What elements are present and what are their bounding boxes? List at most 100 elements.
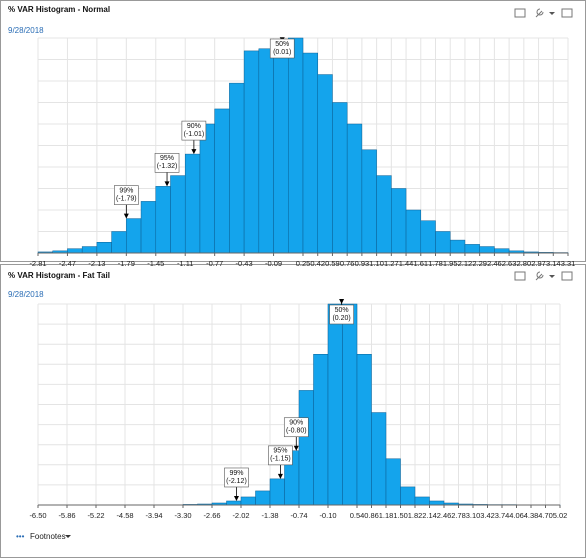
x-tick-label: 1.27: [384, 259, 399, 268]
annotation-value: (-0.80): [286, 428, 307, 435]
annotation-value: (-1.15): [270, 456, 291, 463]
bar: [346, 123, 363, 254]
bar: [243, 50, 260, 254]
bar: [302, 52, 318, 254]
maximize-icon[interactable]: [561, 271, 573, 281]
x-tick-label: -2.47: [59, 259, 76, 268]
x-tick-label: 0.25: [296, 259, 311, 268]
footnotes-button[interactable]: ••• Footnotes: [16, 532, 71, 541]
annotation-value: (0.01): [273, 49, 291, 56]
dropdown[interactable]: [549, 275, 555, 278]
tools-icon[interactable]: [535, 271, 544, 281]
x-tick-label: 2.12: [458, 259, 473, 268]
annotation: 90%(-1.01): [181, 120, 207, 155]
x-tick-label: 2.78: [451, 511, 466, 520]
annotation: 99%(-2.12): [224, 467, 249, 501]
bar: [449, 239, 466, 254]
x-tick-label: 0.54: [350, 511, 365, 520]
x-tick-label: 2.46: [487, 259, 502, 268]
annotation-value: (0.20): [332, 315, 350, 322]
arrow-head: [293, 445, 299, 451]
bar: [255, 490, 271, 506]
x-tick-label: 3.31: [561, 259, 576, 268]
x-tick-label: -5.22: [87, 511, 104, 520]
arrow-head: [277, 473, 283, 479]
x-tick-label: 0.42: [310, 259, 325, 268]
maximize-icon[interactable]: [561, 8, 573, 18]
x-tick-label: -6.50: [29, 511, 46, 520]
x-tick-label: 1.44: [399, 259, 414, 268]
bar: [214, 108, 230, 254]
x-tick-label: 0.76: [340, 259, 355, 268]
chart-subtitle: 9/28/2018: [8, 290, 44, 299]
annotation-box: [269, 38, 295, 59]
bar: [342, 303, 358, 506]
chart-title: % VAR Histogram - Fat Tail: [8, 271, 110, 280]
x-tick-label: 2.29: [472, 259, 487, 268]
bar: [269, 478, 285, 506]
x-tick-label: 3.14: [546, 259, 561, 268]
bar: [327, 303, 343, 506]
x-tick-label: 3.10: [466, 511, 481, 520]
bar: [81, 246, 98, 254]
arrow-head: [339, 299, 345, 304]
arrow-head: [233, 495, 239, 501]
x-tick-label: 1.18: [379, 511, 394, 520]
dropdown[interactable]: [65, 535, 71, 538]
x-tick-label: -3.30: [174, 511, 191, 520]
bar: [240, 496, 256, 506]
annotation-percent: 99%: [229, 470, 243, 477]
x-tick-label: 3.42: [480, 511, 495, 520]
tools-icon[interactable]: [535, 8, 544, 18]
bar: [229, 82, 245, 254]
annotation-box: [114, 185, 139, 205]
bar: [273, 42, 289, 254]
bar: [464, 244, 480, 254]
x-tick-label: 0.86: [364, 511, 379, 520]
x-tick-label: 4.38: [524, 511, 539, 520]
x-tick-label: -0.09: [265, 259, 282, 268]
dots: •••: [16, 532, 25, 541]
bar: [317, 74, 333, 254]
bar: [435, 231, 451, 254]
chart-subtitle: 9/28/2018: [8, 26, 44, 35]
bar: [479, 246, 495, 254]
x-tick-label: 0.59: [325, 259, 340, 268]
bar: [400, 486, 416, 506]
arrow-head: [164, 181, 170, 187]
annotation: 95%(-1.15): [268, 445, 293, 479]
bar: [361, 149, 377, 254]
x-tick-label: -2.02: [232, 511, 249, 520]
bar: [199, 123, 215, 254]
x-tick-label: 2.14: [422, 511, 437, 520]
footnotes-label[interactable]: Footnotes: [30, 532, 66, 541]
x-tick-label: -0.74: [290, 511, 307, 520]
x-tick-label: 1.10: [369, 259, 384, 268]
annotation-percent: 90%: [187, 123, 201, 130]
bar: [96, 242, 112, 254]
annotation: 99%(-1.79): [114, 185, 139, 219]
bar: [391, 188, 407, 254]
annotation: 90%(-0.80): [283, 417, 309, 451]
x-tick-label: -1.11: [177, 259, 194, 268]
arrow-head: [191, 149, 197, 155]
x-tick-label: 1.82: [408, 511, 423, 520]
x-tick-label: -1.79: [118, 259, 135, 268]
x-tick-label: 3.74: [495, 511, 510, 520]
bar: [385, 458, 401, 506]
x-tick-label: 1.50: [393, 511, 408, 520]
bar: [155, 186, 171, 254]
x-tick-label: -1.38: [261, 511, 278, 520]
x-tick-label: -3.94: [145, 511, 162, 520]
bar: [429, 500, 445, 506]
toolbar[interactable]: [514, 8, 573, 281]
bar: [140, 201, 157, 254]
grid-icon[interactable]: [514, 271, 526, 281]
bar: [298, 390, 314, 506]
grid-icon[interactable]: [514, 8, 526, 18]
bar: [184, 153, 201, 254]
dropdown[interactable]: [549, 12, 555, 15]
x-tick-label: 2.63: [502, 259, 517, 268]
annotation-value: (-1.79): [116, 195, 137, 202]
annotation-percent: 50%: [335, 307, 349, 314]
